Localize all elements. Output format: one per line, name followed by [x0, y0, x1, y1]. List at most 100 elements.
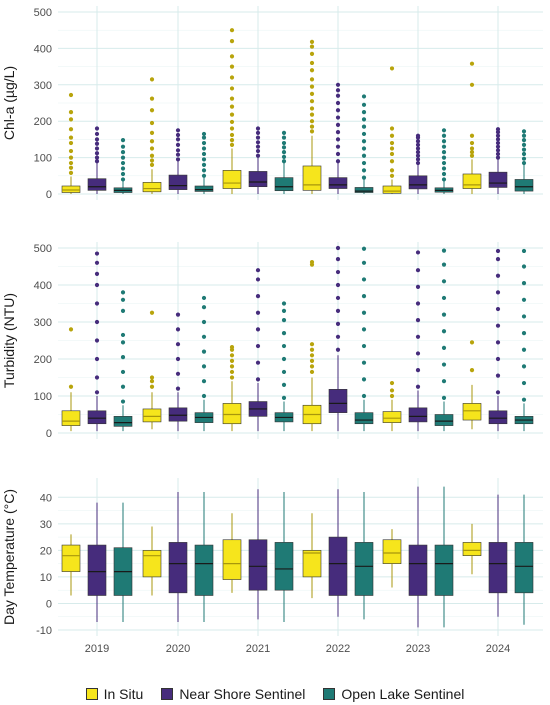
outlier-point: [229, 138, 235, 143]
outlier-point: [309, 358, 315, 363]
outlier-point: [335, 151, 341, 157]
box-body: [462, 542, 482, 556]
legend-label: Near Shore Sentinel: [179, 686, 306, 702]
box-near-shore-sentinel-2023: [408, 250, 428, 432]
box-open-lake-sentinel-2024: [514, 248, 534, 432]
outlier-point: [521, 129, 527, 134]
outlier-point: [149, 310, 155, 315]
outlier-point: [389, 146, 395, 151]
panel-3: -10 0 10 20 30 40 Day Temperature (°C) 2019 2020…: [1, 478, 543, 655]
outlier-point: [229, 104, 235, 109]
outlier-point: [255, 327, 261, 332]
outlier-point: [175, 132, 181, 138]
box-near-shore-sentinel-2021: [248, 489, 268, 620]
outlier-point: [281, 318, 287, 323]
outlier-point: [521, 264, 527, 269]
outlier-point: [255, 135, 261, 140]
outlier-point: [120, 166, 126, 171]
box-body: [382, 539, 402, 564]
outlier-point: [361, 102, 367, 107]
outlier-point: [309, 369, 315, 375]
outlier-point: [94, 159, 100, 164]
outlier-point: [441, 379, 447, 384]
outlier-point: [441, 279, 447, 284]
outlier-point: [281, 140, 287, 146]
outlier-point: [361, 168, 367, 173]
outlier-point: [229, 369, 235, 375]
box-open-lake-sentinel-2022: [354, 246, 374, 432]
box-body: [168, 407, 188, 422]
box-in-situ-2021: [222, 345, 242, 432]
box-in-situ-2023: [382, 66, 402, 194]
outlier-point: [335, 245, 341, 251]
outlier-point: [521, 364, 527, 369]
outlier-point: [495, 273, 501, 278]
outlier-point: [120, 150, 126, 155]
box-body: [87, 410, 107, 425]
outlier-point: [281, 150, 287, 155]
outlier-point: [389, 393, 395, 399]
outlier-point: [201, 135, 207, 140]
outlier-point: [175, 327, 181, 332]
outlier-point: [229, 86, 235, 91]
box-open-lake-sentinel-2024: [514, 494, 534, 625]
outlier-point: [335, 137, 341, 142]
x-tick-label: 2023: [406, 643, 430, 655]
outlier-point: [120, 144, 126, 149]
outlier-point: [281, 369, 287, 375]
outlier-point: [201, 349, 207, 354]
x-tick-label: 2021: [246, 643, 270, 655]
outlier-point: [175, 342, 181, 347]
outlier-point: [469, 140, 475, 146]
outlier-point: [309, 77, 315, 82]
box-body: [222, 403, 242, 425]
outlier-point: [175, 157, 181, 162]
outlier-point: [495, 373, 501, 378]
outlier-point: [201, 319, 207, 325]
box-body: [488, 542, 508, 594]
outlier-point: [201, 305, 207, 310]
outlier-point: [361, 327, 367, 332]
outlier-point: [201, 168, 207, 173]
outlier-point: [415, 268, 421, 273]
outlier-point: [120, 308, 126, 313]
outlier-point: [335, 108, 341, 113]
outlier-point: [335, 88, 341, 93]
outlier-point: [175, 148, 181, 153]
outlier-point: [94, 137, 100, 142]
x-tick-label: 2024: [486, 643, 510, 655]
outlier-point: [175, 386, 181, 391]
box-body: [408, 544, 428, 596]
outlier-point: [361, 393, 367, 399]
box-near-shore-sentinel-2023: [408, 133, 428, 194]
box-body: [408, 175, 428, 190]
outlier-point: [68, 160, 74, 166]
box-near-shore-sentinel-2024: [488, 127, 508, 194]
outlier-point: [335, 100, 341, 106]
outlier-point: [441, 248, 447, 253]
outlier-point: [521, 147, 527, 152]
outlier-point: [469, 340, 475, 345]
outlier-point: [281, 395, 287, 400]
box-open-lake-sentinel-2020: [194, 131, 214, 194]
outlier-point: [94, 131, 100, 137]
outlier-point: [389, 168, 395, 173]
outlier-point: [521, 297, 527, 302]
outlier-point: [335, 347, 341, 352]
outlier-point: [229, 28, 235, 33]
outlier-point: [149, 384, 155, 389]
outlier-point: [415, 301, 421, 306]
outlier-point: [255, 126, 261, 131]
box-body: [382, 411, 402, 423]
outlier-point: [335, 269, 341, 275]
outlier-point: [201, 140, 207, 146]
box-body: [434, 414, 454, 426]
box-in-situ-2023: [382, 529, 402, 588]
outlier-point: [201, 334, 207, 339]
outlier-point: [94, 260, 100, 265]
box-body: [488, 410, 508, 425]
outlier-point: [495, 306, 501, 312]
outlier-point: [415, 139, 421, 144]
outlier-point: [229, 64, 235, 69]
